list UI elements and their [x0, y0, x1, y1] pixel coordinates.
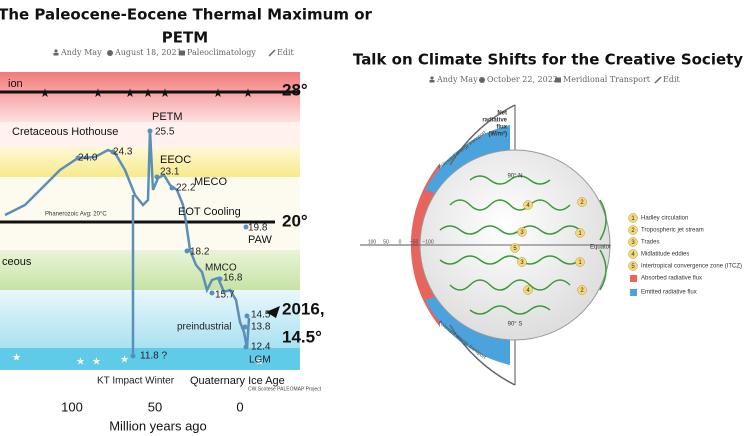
- icon: [54, 49, 59, 55]
- figure-label: KT Impact Winter: [97, 376, 175, 387]
- axis-title: (W/m²): [488, 131, 507, 138]
- axis-tick: 50: [383, 239, 389, 245]
- figure-label: preindustrial: [177, 322, 231, 333]
- axis-title: radiative: [482, 118, 507, 124]
- meta-category[interactable]: Meridional Transport: [563, 75, 651, 84]
- figure-label: ceous: [2, 256, 32, 268]
- icon: [479, 77, 485, 83]
- svg-text:★: ★: [120, 355, 129, 366]
- x-tick-label: 100: [61, 399, 83, 414]
- legend-text: Tropospheric jet stream: [641, 228, 704, 234]
- figure-label: 25.5: [155, 127, 175, 138]
- meta-category[interactable]: Paleoclimatology: [187, 48, 256, 57]
- legend-swatch: [630, 275, 637, 282]
- figure-label: PAW: [248, 234, 272, 246]
- figure-label: Phanerozoic Avg: 20°C: [45, 212, 107, 218]
- svg-text:★: ★: [143, 86, 154, 100]
- meta-date[interactable]: August 18, 2021: [114, 48, 182, 57]
- figure-label: CW Scotese PALEOMAP Project: [248, 386, 322, 392]
- meta-author: Andy May: [60, 48, 102, 57]
- figure-label: Quaternary Ice Age: [190, 375, 285, 387]
- svg-text:★: ★: [12, 353, 21, 364]
- equator-label: Equator: [590, 245, 611, 251]
- axis-title: flux: [496, 125, 507, 131]
- legend-text: Emitted radiative flux: [641, 290, 697, 296]
- legend-text: Hadley circulation: [641, 216, 688, 222]
- icon: [179, 51, 185, 56]
- axis-title: Net: [497, 111, 507, 117]
- figure-label: ion: [8, 78, 23, 90]
- x-tick-label: 0: [236, 399, 243, 414]
- icon: [430, 76, 435, 82]
- x-tick-label: 50: [148, 399, 162, 414]
- svg-text:★: ★: [40, 86, 51, 100]
- x-axis-label: Million years ago: [109, 418, 207, 433]
- pole-label: 90° S: [508, 322, 523, 328]
- figure-label: 23.1: [160, 167, 180, 178]
- icon: [555, 78, 561, 83]
- meta-edit[interactable]: Edit: [663, 75, 681, 84]
- svg-text:★: ★: [213, 86, 224, 100]
- pole-label: 90° N: [507, 174, 522, 180]
- legend-text: Intertropical convergence zone (ITCZ): [641, 264, 742, 270]
- figure-label: 14.5: [251, 310, 271, 321]
- post-title[interactable]: The Paleocene-Eocene Thermal Maximum or: [0, 6, 372, 24]
- figure-label: Cretaceous Hothouse: [12, 126, 118, 138]
- legend-text: Absorbed radiative flux: [641, 276, 702, 282]
- figure-label: EOT Cooling: [178, 206, 241, 218]
- svg-text:★: ★: [92, 357, 101, 368]
- legend-swatch: [630, 289, 637, 296]
- icon: [54, 53, 59, 56]
- meta-date[interactable]: October 22, 2022: [487, 75, 558, 84]
- band-cool: [0, 250, 300, 290]
- side-label: 20°: [282, 211, 308, 230]
- icon: [269, 50, 275, 56]
- figure-label: EEOC: [160, 154, 191, 166]
- icon: [430, 80, 435, 83]
- meta-edit[interactable]: Edit: [277, 48, 295, 57]
- figure-label: 11.8 ?: [140, 351, 167, 362]
- svg-text:★: ★: [76, 357, 85, 368]
- figure-label: 13.8: [251, 322, 271, 333]
- axis-tick: 0: [399, 239, 402, 245]
- icon: [655, 77, 661, 83]
- figure-label: 19.8: [248, 223, 268, 234]
- icon: [107, 50, 113, 56]
- figure-label: 18.2: [190, 247, 210, 258]
- legend-text: Midlatitude eddies: [641, 252, 689, 258]
- axis-tick: −50: [410, 239, 419, 245]
- figure-label: 16.8: [223, 273, 243, 284]
- icon: [54, 49, 57, 52]
- svg-text:★: ★: [93, 86, 104, 100]
- side-label: 28°: [282, 80, 308, 99]
- svg-text:★: ★: [243, 86, 254, 100]
- svg-text:★: ★: [160, 86, 171, 100]
- post-title[interactable]: Talk on Climate Shifts for the Creative …: [353, 51, 743, 69]
- figure-label: 12.4: [251, 342, 271, 353]
- figure-label: 24.3: [113, 147, 133, 158]
- figure-label: 24.0: [78, 153, 98, 164]
- post-title[interactable]: PETM: [162, 29, 208, 47]
- side-label: 14.5°: [282, 327, 322, 346]
- figure-label: 22.2: [176, 183, 196, 194]
- icon: [430, 76, 433, 79]
- side-label: 2016,: [282, 299, 325, 318]
- svg-text:★: ★: [125, 86, 136, 100]
- figure-label: MECO: [194, 176, 227, 188]
- figure-label: PETM: [152, 111, 183, 123]
- axis-tick: −100: [422, 239, 433, 245]
- figure-label: 15.7: [215, 290, 235, 301]
- legend-text: Trades: [641, 240, 659, 246]
- axis-tick: 100: [368, 239, 377, 245]
- meta-author: Andy May: [436, 75, 478, 84]
- figure-label: LGM: [249, 355, 271, 366]
